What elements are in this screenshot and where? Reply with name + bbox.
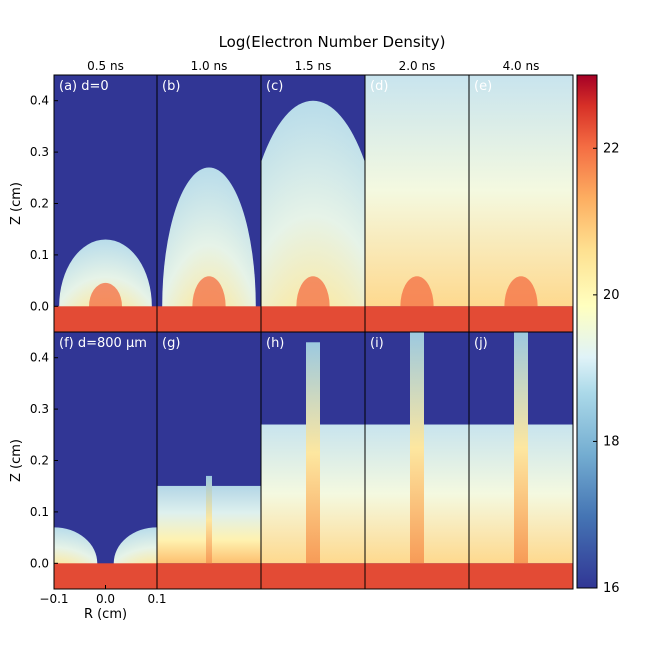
y-tick-label: 0.1: [30, 505, 49, 519]
target-substrate: [365, 306, 469, 332]
panel-label: (c): [266, 79, 283, 94]
y-tick-label: 0.2: [30, 454, 49, 468]
target-substrate: [261, 306, 365, 332]
panel-label: (f) d=800 μm: [59, 336, 147, 351]
panel-label: (d): [370, 79, 388, 94]
colorbar: [576, 74, 598, 589]
panel-frame: [468, 331, 574, 590]
y-tick-label: 0.0: [30, 556, 49, 570]
y-tick-label: 0.4: [30, 351, 49, 365]
time-label: 1.0 ns: [191, 59, 228, 73]
time-label: 0.5 ns: [87, 59, 124, 73]
chart-title: Log(Electron Number Density): [219, 33, 446, 51]
x-tick-label: −0.1: [39, 592, 68, 606]
plasma-jet: [514, 332, 528, 564]
panel-label: (b): [162, 79, 180, 94]
heatmap-panel: (g): [157, 332, 261, 589]
target-substrate: [365, 563, 469, 589]
target-substrate: [469, 306, 573, 332]
panel-label: (a) d=0: [59, 79, 109, 94]
target-substrate: [157, 306, 261, 332]
x-tick-label: 0.1: [147, 592, 166, 606]
target-substrate: [157, 563, 261, 589]
target-substrate: [261, 563, 365, 589]
y-tick-label: 0.3: [30, 402, 49, 416]
panel-label: (i): [370, 336, 384, 351]
colorbar-tick-label: 22: [603, 141, 620, 156]
plasma-plume: [469, 75, 573, 307]
colorbar-tick-label: 20: [603, 288, 620, 303]
y-axis-label: Z (cm): [9, 182, 24, 225]
plasma-jet: [306, 342, 320, 564]
heatmap-panel: (d): [365, 75, 469, 332]
heatmap-panel: (f) d=800 μm: [54, 332, 157, 589]
colorbar-tick-label: 18: [603, 434, 620, 449]
target-substrate: [54, 306, 157, 332]
heatmap-panel: (e): [469, 75, 573, 332]
panel-label: (j): [474, 336, 488, 351]
x-tick-label: 0.0: [96, 592, 115, 606]
heatmap-panel: (i): [365, 332, 469, 589]
target-substrate: [469, 563, 573, 589]
time-label: 4.0 ns: [503, 59, 540, 73]
y-axis-label: Z (cm): [9, 439, 24, 482]
plasma-dome: [261, 100, 365, 332]
panel-label: (e): [474, 79, 492, 94]
y-tick-label: 0.0: [30, 299, 49, 313]
plasma-jet: [206, 475, 212, 564]
heatmap-panel: (c): [261, 75, 365, 332]
x-axis-label: R (cm): [84, 607, 127, 622]
plasma-dome: [162, 167, 256, 332]
heatmap-panel: (j): [469, 332, 573, 589]
y-tick-label: 0.1: [30, 248, 49, 262]
time-label: 1.5 ns: [295, 59, 332, 73]
colorbar-tick-label: 16: [603, 581, 620, 596]
target-substrate: [54, 563, 157, 589]
y-tick-label: 0.3: [30, 145, 49, 159]
heatmap-panel: (a) d=0: [54, 75, 157, 332]
plasma-jet: [410, 332, 424, 564]
heatmap-panel: (h): [261, 332, 365, 589]
y-tick-label: 0.4: [30, 94, 49, 108]
panel-label: (h): [266, 336, 284, 351]
heatmap-panel: (b): [157, 75, 261, 332]
panel-label: (g): [162, 336, 180, 351]
plasma-plume: [365, 75, 469, 307]
y-tick-label: 0.2: [30, 197, 49, 211]
time-label: 2.0 ns: [399, 59, 436, 73]
